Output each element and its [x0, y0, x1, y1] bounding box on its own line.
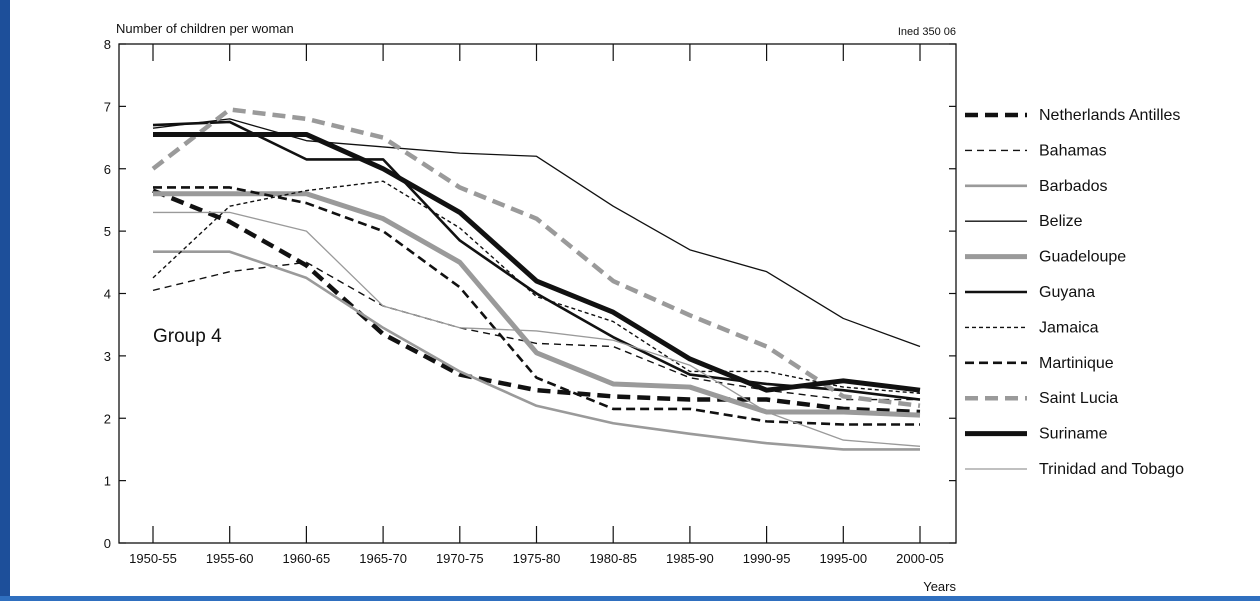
- series-line-guyana: [152, 120, 921, 401]
- y-tick-label: 3: [104, 349, 111, 364]
- y-tick-label: 0: [104, 536, 111, 551]
- y-tick-label: 2: [104, 411, 111, 426]
- x-tick-label: 1965-70: [359, 551, 407, 566]
- series-line-trinidad-and-tobago: [153, 211, 921, 447]
- series-line-bahamas: [152, 261, 920, 401]
- y-tick-label: 6: [104, 162, 111, 177]
- legend-label-saint-lucia: Saint Lucia: [1039, 390, 1118, 407]
- series-line-saint-lucia: [151, 107, 921, 409]
- legend-label-guadeloupe: Guadeloupe: [1039, 249, 1126, 266]
- x-tick-label: 1950-55: [129, 551, 177, 566]
- x-tick-label: 1980-85: [589, 551, 637, 566]
- legend-label-trinidad-and-tobago: Trinidad and Tobago: [1039, 461, 1184, 478]
- slide-left-strip: [0, 0, 10, 596]
- legend-label-belize: Belize: [1039, 213, 1083, 230]
- series-line-martinique: [153, 186, 920, 426]
- legend-label-bahamas: Bahamas: [1039, 142, 1107, 159]
- y-tick-label: 4: [104, 287, 111, 302]
- x-tick-label: 2000-05: [896, 551, 944, 566]
- legend-label-barbados: Barbados: [1039, 178, 1108, 195]
- y-tick-label: 8: [104, 37, 111, 52]
- series-line-barbados: [153, 250, 920, 451]
- source-label: Ined 350 06: [898, 26, 956, 38]
- y-tick-label: 1: [104, 474, 111, 489]
- x-tick-label: 1985-90: [666, 551, 714, 566]
- series-line-jamaica: [152, 180, 921, 394]
- series-line-netherlands-antilles: [152, 188, 921, 415]
- legend-label-guyana: Guyana: [1039, 284, 1095, 301]
- x-tick-label: 1960-65: [283, 551, 331, 566]
- legend-label-jamaica: Jamaica: [1039, 319, 1099, 336]
- legend-label-netherlands-antilles: Netherlands Antilles: [1039, 107, 1180, 124]
- y-tick-label: 7: [104, 99, 111, 114]
- y-axis-label: Number of children per woman: [116, 21, 294, 36]
- x-tick-label: 1990-95: [743, 551, 791, 566]
- legend-label-martinique: Martinique: [1039, 355, 1114, 372]
- legend-label-suriname: Suriname: [1039, 426, 1108, 443]
- series-line-suriname: [153, 131, 921, 393]
- x-tick-label: 1975-80: [513, 551, 561, 566]
- x-tick-label: 1995-00: [819, 551, 867, 566]
- fertility-line-chart: Number of children per woman Ined 350 06…: [104, 21, 1184, 594]
- legend: Netherlands Antilles Bahamas Barbados Beliz…: [965, 107, 1184, 478]
- x-tick-label: 1955-60: [206, 551, 254, 566]
- plot-area: 0 1 2 3 4 5 6 7 8 1950-55 1955-60 1960-65 1965-70 197…: [104, 37, 957, 566]
- x-axis-label: Years: [923, 579, 956, 594]
- x-tick-label: 1970-75: [436, 551, 484, 566]
- chart-card: Number of children per woman Ined 350 06…: [10, 0, 1260, 596]
- series-line-guadeloupe: [153, 191, 921, 418]
- series-line-belize: [152, 118, 921, 348]
- group-annotation: Group 4: [153, 326, 222, 347]
- y-tick-label: 5: [104, 224, 111, 239]
